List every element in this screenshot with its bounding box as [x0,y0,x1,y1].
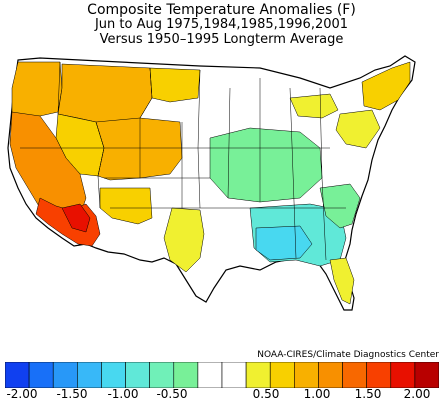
tick-label: 1.50 [354,387,382,401]
data-source-credit: NOAA-CIRES/Climate Diagnostics Center [257,350,439,360]
tick-label: -1.50 [56,387,88,401]
map-title: Composite Temperature Anomalies (F) [87,2,356,18]
color-scale-cell [77,362,102,388]
tick-label: 0.50 [252,387,280,401]
color-scale-cell [101,362,126,388]
color-scale-cell [245,362,271,388]
color-scale-cell [318,362,343,388]
color-scale-cell [366,362,392,388]
color-scale-cell [390,362,416,388]
us-climate-division-map [7,55,416,311]
color-scale-cell [52,362,78,388]
color-scale-cell [269,362,295,388]
tick-label: -2.00 [6,387,38,401]
color-scale-cell [221,362,247,388]
color-scale-cell [149,362,175,388]
color-scale-cell [414,362,439,388]
color-scale-ticks: -2.00 -1.50 -1.00 -0.50 0.50 1.00 1.50 2… [0,388,443,402]
region-midwest [209,127,323,203]
map-subtitle-period: Jun to Aug 1975,1984,1985,1996,2001 [94,17,349,32]
region-carolinas [319,183,361,229]
region-mid-atlantic [335,109,381,149]
map-subtitle-baseline: Versus 1950–1995 Longterm Average [99,32,344,47]
color-scale-cell [125,362,150,388]
tick-label: 2.00 [403,387,431,401]
color-scale-cell [294,362,319,388]
tick-label: 1.00 [303,387,331,401]
color-scale-cell [28,362,54,388]
region-gulf-coast [255,225,313,261]
region-northwest [11,61,63,119]
state-boundaries [20,61,346,261]
region-great-lakes [289,93,339,119]
region-arizona-core [61,203,91,233]
region-montana-east [149,67,201,103]
region-northern-rockies [57,63,153,127]
color-scale-cell [173,362,199,388]
color-scale-cell [5,362,30,388]
color-scale-bar [5,362,439,388]
region-florida [329,257,355,305]
color-scale-cell [197,362,223,388]
region-new-england [361,61,411,111]
tick-label: -0.50 [156,387,188,401]
tick-label: -1.00 [107,387,139,401]
region-southern-plains [163,207,205,273]
color-scale-cell [342,362,367,388]
region-utah-colorado [95,117,183,181]
